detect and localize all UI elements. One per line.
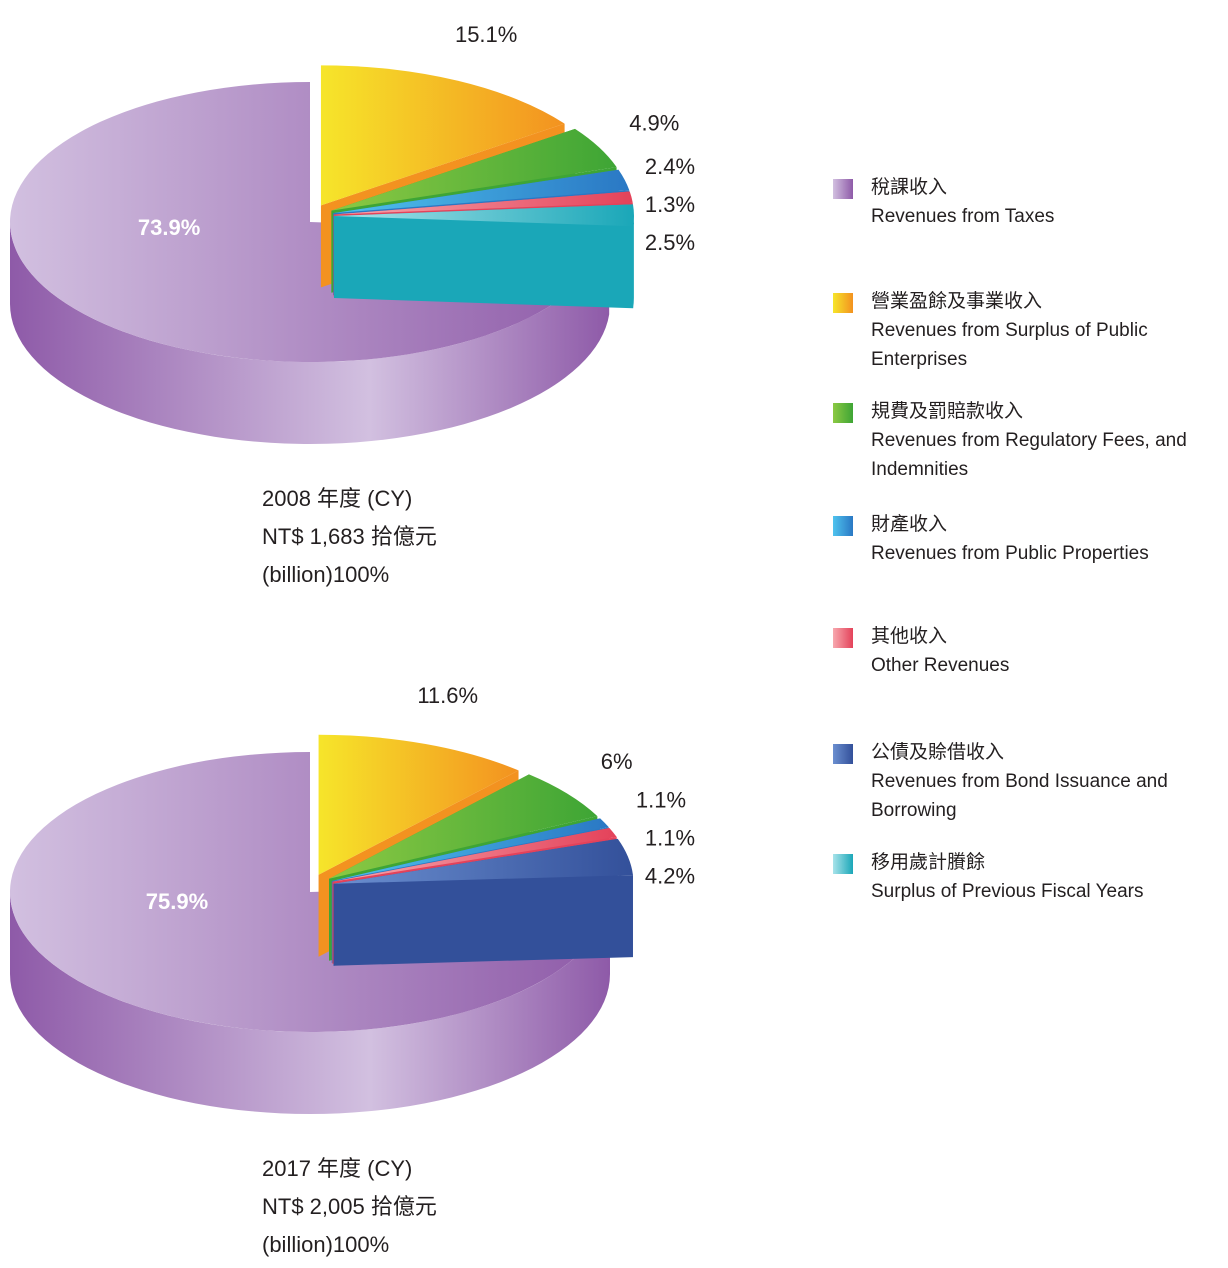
- data-label: 1.1%: [636, 788, 686, 813]
- legend-label: 稅課收入: [871, 177, 948, 198]
- caption: NT$ 1,683 拾億元: [262, 524, 437, 549]
- slice-side: [633, 215, 634, 309]
- legend-label: Revenues from Taxes: [871, 206, 1055, 227]
- data-label: 2.5%: [645, 230, 695, 255]
- caption: NT$ 2,005 拾億元: [262, 1194, 437, 1219]
- data-label: 15.1%: [455, 22, 517, 47]
- slice-side: [333, 875, 633, 966]
- slice-side: [10, 892, 610, 1114]
- slice: [333, 204, 634, 227]
- legend-label: Revenues from Bond Issuance and Borrowin…: [871, 771, 1168, 821]
- legend-label: Other Revenues: [871, 655, 1010, 676]
- data-label: 73.9%: [138, 215, 200, 240]
- caption: 2017 年度 (CY): [262, 1156, 412, 1181]
- data-label: 6%: [601, 749, 633, 774]
- data-label: 75.9%: [146, 889, 208, 914]
- data-label: 1.3%: [645, 192, 695, 217]
- slice-side: [333, 215, 634, 309]
- legend-label: 移用歲計賸餘: [871, 852, 986, 873]
- legend-label: Revenues from Surplus of Public Enterpri…: [871, 320, 1148, 370]
- data-label: 4.9%: [629, 110, 679, 135]
- legend-text: 公債及賒借收入 Revenues from Bond Issuance and B…: [871, 738, 1228, 825]
- slice: [333, 204, 634, 309]
- slice: [329, 774, 598, 879]
- slice: [333, 838, 633, 884]
- legend-swatch: [833, 403, 853, 423]
- data-label: 1.1%: [645, 826, 695, 851]
- slice-side: [10, 222, 610, 445]
- slice: [333, 169, 630, 214]
- legend-text: 規費及罰賠款收入 Revenues from Regulatory Fees, a…: [871, 397, 1228, 484]
- data-label: 11.6%: [417, 683, 478, 708]
- slice: [331, 818, 609, 882]
- legend-text: 移用歲計賸餘 Surplus of Previous Fiscal Years: [871, 848, 1228, 906]
- legend-swatch: [833, 516, 853, 536]
- legend-text: 稅課收入 Revenues from Taxes: [871, 173, 1228, 231]
- legend-label: 營業盈餘及事業收入: [871, 291, 1043, 312]
- legend-label: 規費及罰賠款收入: [871, 401, 1024, 422]
- legend-swatch: [833, 179, 853, 199]
- legend-label: Surplus of Previous Fiscal Years: [871, 881, 1144, 902]
- legend-label: 公債及賒借收入: [871, 742, 1005, 763]
- legend-swatch: [833, 854, 853, 874]
- slice: [332, 827, 617, 882]
- slice: [318, 734, 519, 875]
- caption: 2008 年度 (CY): [262, 486, 412, 511]
- legend-label: 財產收入: [871, 514, 948, 535]
- legend-text: 財產收入 Revenues from Public Properties: [871, 510, 1228, 568]
- legend-text: 其他收入 Other Revenues: [871, 622, 1228, 680]
- legend-label: Revenues from Public Properties: [871, 543, 1149, 564]
- charts: 73.9% 15.1% 4.9% 2.4% 1.3% 2.5% 2008 年度 (CY) NT…: [9, 22, 695, 1257]
- data-label: 4.2%: [645, 864, 695, 889]
- caption: (billion)100%: [262, 1232, 389, 1257]
- legend-swatch: [833, 293, 853, 313]
- data-label: 2.4%: [645, 154, 695, 179]
- slice: [331, 128, 617, 211]
- slice: [333, 838, 633, 966]
- slice: [333, 191, 633, 215]
- legend-swatch: [833, 628, 853, 648]
- legend-swatch: [833, 744, 853, 764]
- slice: [320, 65, 565, 206]
- legend-text: 營業盈餘及事業收入 Revenues from Surplus of Public…: [871, 287, 1228, 374]
- legend-label: 其他收入: [871, 626, 948, 647]
- legend-label: Revenues from Regulatory Fees, and Indem…: [871, 430, 1187, 480]
- caption: (billion)100%: [262, 562, 389, 587]
